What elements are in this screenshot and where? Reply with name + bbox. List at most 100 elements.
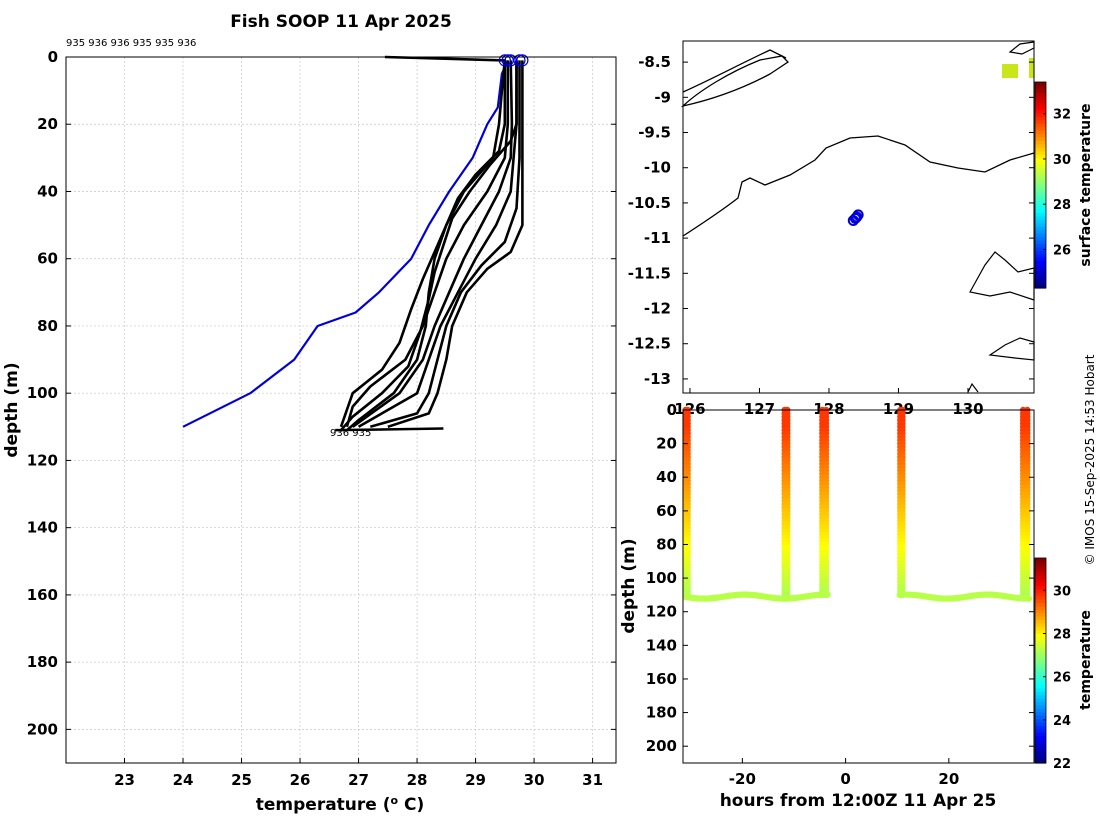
map-y-tick-label: -10 — [644, 159, 671, 177]
temperature-colorbar-tick-label: 30 — [1053, 584, 1071, 599]
temperature-colorbar-segment — [1035, 704, 1046, 709]
x-axis-label: temperature (o C) — [256, 794, 425, 815]
profile-panel: Fish SOOP 11 Apr 2025 935 936 936 935 93… — [2, 12, 617, 815]
section-y-tick-label: 60 — [656, 502, 677, 520]
bottom-id-labels: 936 935 — [330, 428, 371, 439]
x-tick-label: 31 — [582, 771, 603, 789]
surface-colorbar-segment — [1035, 82, 1046, 87]
surface-marker — [498, 54, 511, 67]
temperature-colorbar-segment — [1035, 575, 1046, 580]
x-tick-label: 23 — [114, 771, 135, 789]
surface-colorbar-segment — [1035, 181, 1046, 186]
surface-colorbar-segment — [1035, 112, 1046, 117]
temperature-colorbar-segment — [1035, 592, 1046, 597]
surface-colorbar-segment — [1035, 239, 1046, 244]
section-x-tick-label: 20 — [938, 770, 959, 788]
temperature-colorbar-segment — [1035, 585, 1046, 590]
series-cast-6 — [387, 60, 524, 429]
bottom-trace — [335, 427, 444, 432]
y-tick-label: 40 — [37, 182, 58, 200]
temperature-colorbar-segment — [1035, 742, 1046, 747]
section-y-tick-label: 200 — [646, 737, 677, 755]
temperature-colorbar-segment — [1035, 622, 1046, 627]
series-cast-3 — [351, 60, 514, 428]
surface-colorbar-segment — [1035, 119, 1046, 124]
profile-frame — [65, 56, 617, 764]
section-x-tick-label: 0 — [840, 770, 850, 788]
surface-colorbar-segment — [1035, 178, 1046, 183]
surface-colorbar-segment — [1035, 102, 1046, 107]
surface-marker — [516, 54, 529, 67]
temperature-colorbar-segment — [1035, 691, 1046, 696]
y-tick-label: 100 — [27, 384, 58, 402]
surface-colorbar-frame — [1034, 81, 1047, 289]
section-y-tick-label: 120 — [646, 603, 677, 621]
surface-colorbar-segment — [1035, 233, 1046, 238]
temperature-colorbar-segment — [1035, 684, 1046, 689]
temperature-colorbar-segment — [1035, 670, 1046, 675]
section-frame — [682, 409, 1035, 764]
series-cast-4 — [357, 60, 518, 428]
surface-colorbar-segment — [1035, 226, 1046, 231]
surface-colorbar-label: surface temperature — [1078, 103, 1094, 266]
surface-colorbar-segment — [1035, 133, 1046, 138]
series-cast-5 — [369, 60, 521, 429]
surface-colorbar-segment — [1035, 106, 1046, 111]
coastline — [680, 41, 1035, 393]
surface-colorbar-segment — [1035, 164, 1046, 169]
temperature-colorbar-segment — [1035, 571, 1046, 576]
surface-colorbar-segment — [1035, 246, 1046, 251]
map-y-tick-label: -12 — [644, 300, 671, 318]
surface-colorbar-segment — [1035, 99, 1046, 104]
map-y-tick-label: -11 — [644, 229, 671, 247]
map-y-tick-label: -10.5 — [628, 194, 671, 212]
temperature-colorbar-segment — [1035, 612, 1046, 617]
surface-colorbar-segment — [1035, 160, 1046, 165]
section-y-label: depth (m) — [619, 538, 639, 633]
y-tick-label: 200 — [27, 720, 58, 738]
surface-colorbar-segment — [1035, 191, 1046, 196]
map-frame — [682, 40, 1035, 394]
temperature-colorbar-segment — [1035, 718, 1046, 723]
temperature-colorbar-segment — [1035, 698, 1046, 703]
surface-colorbar-segment — [1035, 188, 1046, 193]
surface-colorbar-segment — [1035, 92, 1046, 97]
surface-colorbar-segment — [1035, 253, 1046, 258]
x-tick-label: 24 — [173, 771, 194, 789]
surface-colorbar-segment — [1035, 147, 1046, 152]
temperature-colorbar-segment — [1035, 756, 1046, 761]
section-y-tick-label: 40 — [656, 468, 677, 486]
temperature-colorbar-segment — [1035, 650, 1046, 655]
surface-colorbar-segment — [1035, 167, 1046, 172]
surface-colorbar-segment — [1035, 95, 1046, 100]
y-tick-label: 120 — [27, 451, 58, 469]
surface-colorbar-segment — [1035, 136, 1046, 141]
series-climatology — [182, 59, 509, 428]
surface-colorbar-tick-label: 30 — [1053, 153, 1071, 168]
temperature-colorbar-segment — [1035, 674, 1046, 679]
surface-colorbar-segment — [1035, 267, 1046, 272]
temperature-colorbar-segment — [1035, 653, 1046, 658]
temperature-colorbar-segment — [1035, 725, 1046, 730]
map-y-tick-label: -9 — [654, 88, 671, 106]
x-tick-label: 30 — [524, 771, 545, 789]
surface-colorbar-segment — [1035, 140, 1046, 145]
surface-colorbar-segment — [1035, 150, 1046, 155]
temperature-colorbar-segment — [1035, 581, 1046, 586]
surface-colorbar-segment — [1035, 198, 1046, 203]
temperature-colorbar-segment — [1035, 605, 1046, 610]
surface-marker — [513, 54, 526, 67]
surface-colorbar-segment — [1035, 185, 1046, 190]
x-tick-label: 25 — [231, 771, 252, 789]
map-y-tick-label: -9.5 — [638, 124, 671, 142]
temperature-colorbar-segment — [1035, 728, 1046, 733]
surface-marker — [504, 54, 517, 67]
temperature-colorbar-segment — [1035, 677, 1046, 682]
y-tick-label: 160 — [27, 586, 58, 604]
temperature-colorbar-segment — [1035, 609, 1046, 614]
map-x-tick-label: 130 — [952, 400, 983, 418]
temperature-colorbar-segment — [1035, 745, 1046, 750]
surface-colorbar-segment — [1035, 171, 1046, 176]
y-tick-label: 80 — [37, 317, 58, 335]
surface-colorbar-segment — [1035, 212, 1046, 217]
